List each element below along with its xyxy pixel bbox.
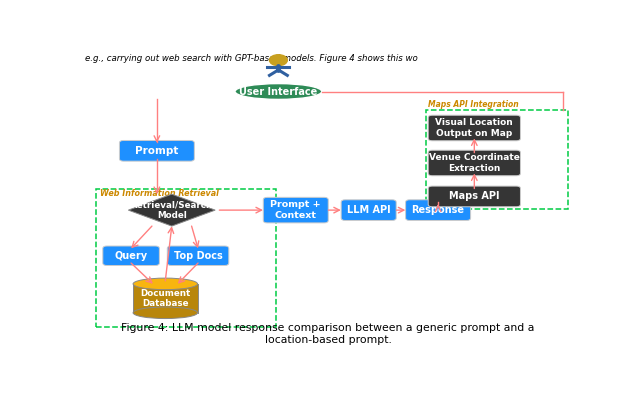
Text: Web Information Retrieval: Web Information Retrieval [100,190,219,198]
Ellipse shape [235,84,322,100]
Text: Maps API: Maps API [449,192,500,201]
Text: Venue Coordinate
Extraction: Venue Coordinate Extraction [429,153,520,173]
Text: Prompt: Prompt [135,146,179,156]
Text: Figure 4: LLM model response comparison between a generic prompt and a
location-: Figure 4: LLM model response comparison … [122,323,534,345]
FancyBboxPatch shape [428,150,520,176]
Text: e.g., carrying out web search with GPT-based models. Figure 4 shows this wo: e.g., carrying out web search with GPT-b… [85,54,418,63]
FancyBboxPatch shape [103,246,159,265]
Text: Response: Response [412,205,465,215]
FancyBboxPatch shape [428,186,520,207]
Text: User Interface: User Interface [239,87,317,96]
Text: Query: Query [115,251,148,261]
FancyBboxPatch shape [428,115,520,141]
Text: Prompt +
Context: Prompt + Context [271,200,321,220]
Bar [133,284,198,313]
Text: LLM API: LLM API [347,205,390,215]
Ellipse shape [133,307,198,318]
FancyBboxPatch shape [167,246,229,265]
FancyBboxPatch shape [341,200,396,220]
FancyBboxPatch shape [120,141,195,161]
FancyBboxPatch shape [263,198,328,223]
Text: Visual Location
Output on Map: Visual Location Output on Map [435,118,513,138]
FancyBboxPatch shape [406,200,470,220]
Text: Retrieval/Search
Model: Retrieval/Search Model [131,200,213,220]
Circle shape [269,55,287,66]
Text: Maps API Integration: Maps API Integration [428,100,519,109]
Text: Document
Database: Document Database [140,289,191,308]
Ellipse shape [133,278,198,290]
Polygon shape [129,194,215,226]
Text: Top Docs: Top Docs [173,251,223,261]
